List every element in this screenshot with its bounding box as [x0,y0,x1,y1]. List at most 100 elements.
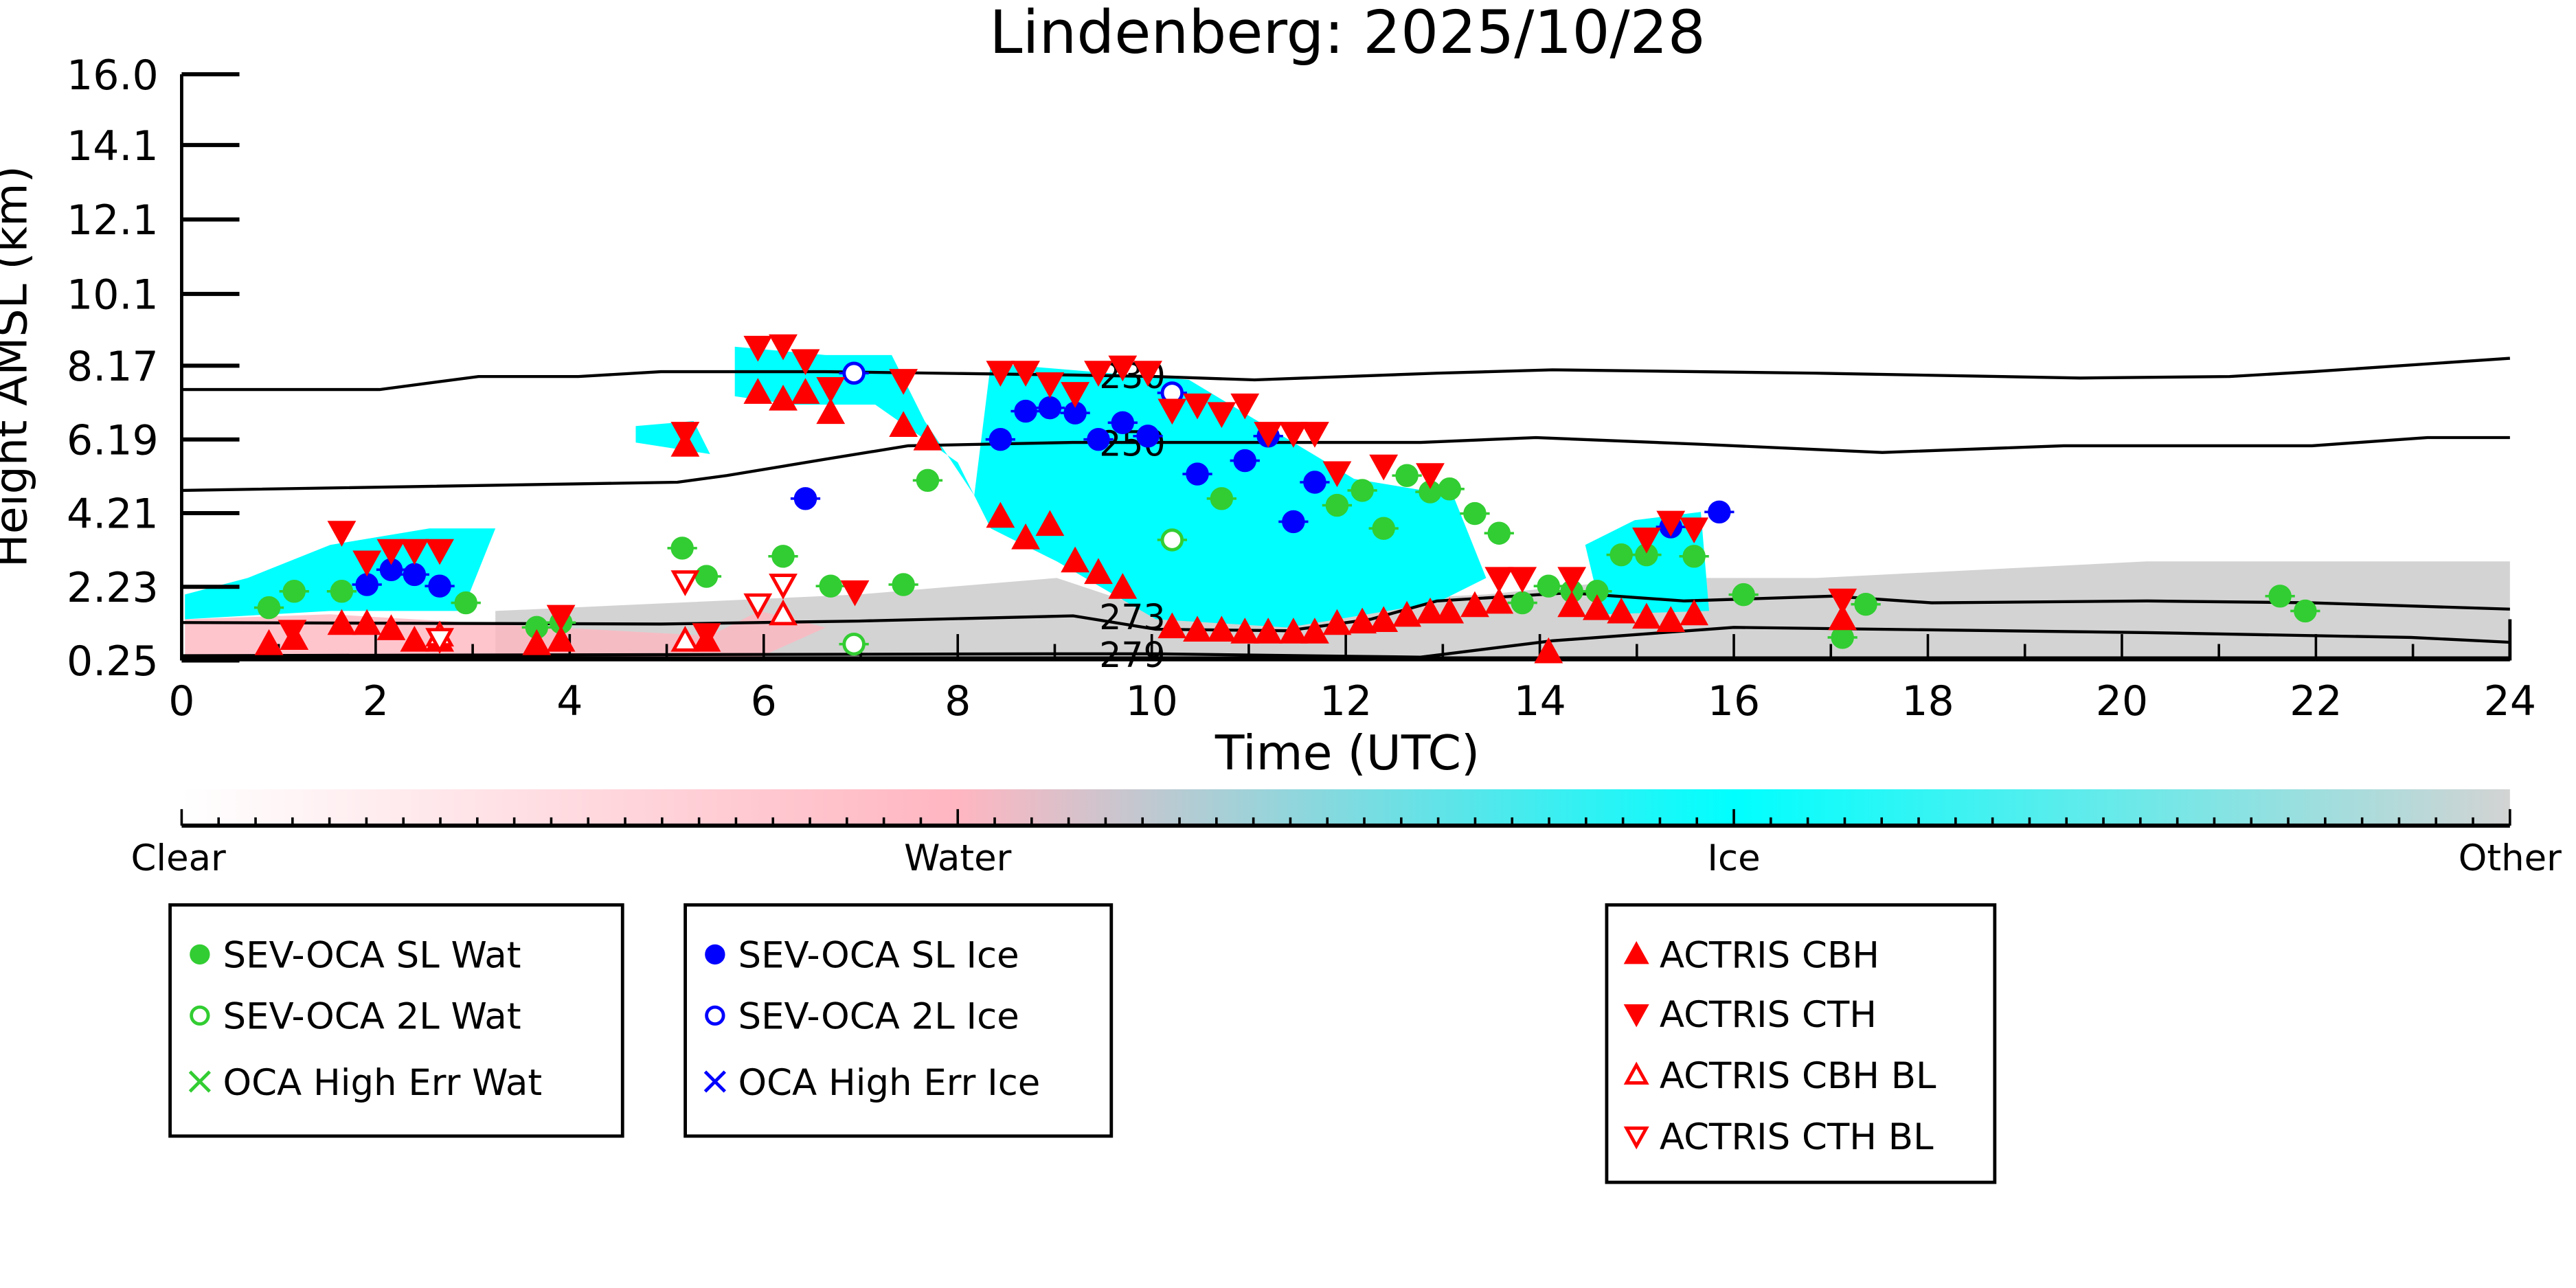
triangle-up-marker [1108,573,1138,599]
triangle-up-marker [1607,597,1636,624]
triangle-down-marker [327,521,357,547]
triangle-up-marker [1582,594,1612,620]
triangle-down-marker [791,349,820,376]
colorbar-label-water: Water [904,837,1012,879]
circle-marker [694,565,719,588]
circle-marker [1325,493,1349,517]
circle-marker [257,596,281,620]
circle-marker [1372,517,1395,540]
markers [253,334,2320,664]
x-tick-label: 12 [1320,677,1372,725]
triangle-down-hollow-marker [670,570,700,596]
triangle-down-marker [1656,510,1686,537]
legend-frame [1605,903,1997,1184]
circle-marker [819,574,842,598]
triangle-down-marker [743,335,773,362]
y-tick-label: 16.0 [67,52,159,100]
contour-label-273: 273 [1099,597,1165,637]
legend-label: SEV-OCA 2L Ice [738,996,1019,1038]
triangle-down-marker [1254,422,1283,448]
triangle-down-marker [816,377,846,403]
circle-marker [892,573,915,596]
legend-item: SEV-OCA SL Wat [190,935,521,977]
x-axis-label: Time (UTC) [1214,725,1480,781]
triangle-up-marker [1369,606,1399,632]
triangle-up-marker [1254,618,1283,644]
triangle-up-marker [1656,606,1686,632]
circle-marker [1854,593,1877,616]
triangle-up-marker [1348,607,1377,634]
colorbar-label-ice: Ice [1707,837,1760,879]
circle-marker [1014,399,1037,423]
triangle-up-marker [1157,612,1187,639]
x-tick-label: 4 [556,677,583,725]
circle-marker [403,563,427,587]
triangle-up-marker [1484,587,1514,614]
circle-marker [793,487,817,510]
legend-label: ACTRIS CBH [1660,935,1879,977]
triangle-up-marker [1534,637,1563,664]
x-tick-label: 24 [2484,677,2536,725]
triangle-up-marker [1557,591,1587,618]
legend-label: ACTRIS CTH [1660,994,1877,1036]
circle-marker [2294,599,2317,623]
triangle-down-marker [278,620,307,646]
triangle-down-marker [1108,355,1138,382]
series-actris-cth [278,334,1857,649]
triangle-up-marker [400,626,429,652]
triangle-up-marker [791,378,820,404]
triangle-up-marker [913,424,942,451]
triangle-up-marker [1278,618,1308,644]
circle-marker [428,574,451,598]
triangle-up-marker [1300,618,1329,644]
contour-line-273 [181,591,2510,633]
circle-marker [330,580,354,603]
triangle-up-marker [1084,558,1113,585]
circle-marker [1438,477,1461,501]
triangle-down-marker [400,539,429,565]
legend-label: SEV-OCA SL Wat [223,935,521,977]
hollow-circle-marker [842,361,866,385]
y-tick-label: 2.23 [67,564,159,612]
series-sev-oca-sl-ice [352,396,1735,598]
circle-marker [1537,574,1561,598]
triangle-up-marker [1680,599,1709,626]
legend-label: OCA High Err Ice [738,1062,1041,1104]
circle-marker [988,427,1013,451]
legend-item: ACTRIS CBH [1623,935,1879,977]
triangle-up-marker [376,614,406,640]
triangle-down-marker [1508,567,1537,594]
triangle-up-marker [1011,523,1041,550]
legend-item: SEV-OCA 2L Wat [190,996,521,1038]
legend-item: SEV-OCA 2L Ice [705,996,1019,1038]
triangle-down-marker [352,550,382,577]
circle-marker [1210,487,1234,510]
legend-item: SEV-OCA SL Ice [705,935,1019,977]
circle-marker [1395,464,1419,487]
triangle-up-marker [352,609,382,635]
triangle-up-hollow-marker [769,599,798,626]
circle-marker [2268,585,2292,608]
circle-marker [1303,471,1326,494]
triangle-down-marker [889,369,918,395]
x-marker [188,1070,211,1093]
triangle-up-marker [816,398,846,425]
triangle-up-marker [1632,602,1661,629]
triangle-up-marker [546,626,576,652]
legend-item: ACTRIS CTH [1623,994,1877,1036]
triangle-up-marker [1035,510,1065,536]
triangle-down-marker [425,539,454,565]
triangle-down-marker [840,580,870,607]
series-actris-cbh [254,378,1857,664]
contour-label-279: 279 [1099,635,1165,675]
x-tick-label: 0 [168,677,194,725]
triangle-down-marker [1369,454,1399,481]
circle-marker [705,944,725,965]
legend-label: ACTRIS CBH BL [1660,1055,1936,1097]
legend-box-2: SEV-OCA SL Ice SEV-OCA 2L Ice OCA High Err… [683,903,1114,1138]
legend-label: SEV-OCA 2L Wat [223,996,521,1038]
triangle-up-marker [254,629,284,655]
triangle-up-marker [1061,546,1090,573]
